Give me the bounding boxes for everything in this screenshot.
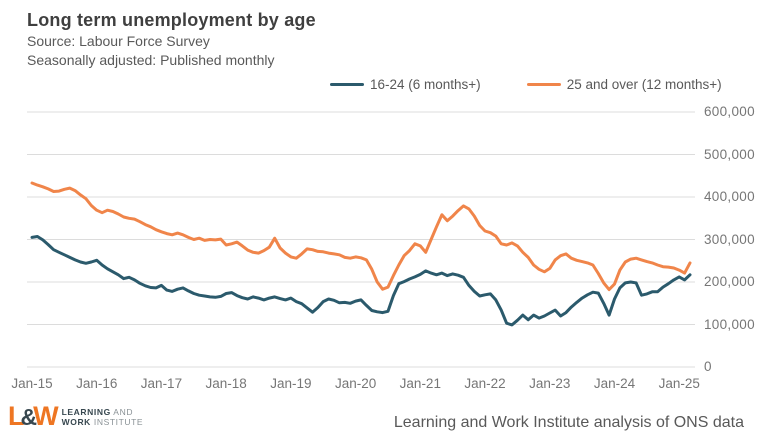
chart-note-text: Seasonally adjusted: Published monthly bbox=[27, 52, 275, 68]
y-tick-label: 400,000 bbox=[704, 189, 755, 204]
y-tick-label: 500,000 bbox=[704, 146, 755, 162]
y-tick-label: 300,000 bbox=[704, 231, 755, 247]
x-tick-label: Jan-23 bbox=[529, 376, 571, 391]
y-tick-label: 100,000 bbox=[704, 316, 755, 332]
legend-label-25-over: 25 and over (12 months+) bbox=[566, 77, 722, 92]
y-tick-label: 600,000 bbox=[704, 104, 755, 119]
x-tick-label: Jan-22 bbox=[464, 376, 506, 391]
legend-label-16-24: 16-24 (6 months+) bbox=[370, 77, 481, 92]
x-tick-label: Jan-17 bbox=[140, 376, 183, 391]
y-tick-label: 0 bbox=[704, 359, 712, 374]
x-tick-label: Jan-15 bbox=[11, 376, 53, 391]
legend-item-25-over: 25 and over (12 months+) bbox=[526, 77, 722, 92]
y-tick-label: 200,000 bbox=[704, 274, 755, 289]
page-title: Long term unemployment by age bbox=[27, 10, 316, 30]
lw-logo-line2: WORK INSTITUTE bbox=[61, 417, 144, 427]
x-tick-label: Jan-16 bbox=[76, 376, 118, 391]
legend-swatch-16-24 bbox=[330, 83, 364, 86]
series-line-25-over bbox=[30, 181, 692, 292]
legend-item-16-24: 16-24 (6 months+) bbox=[330, 77, 481, 92]
x-tick-label: Jan-20 bbox=[334, 376, 377, 391]
lw-logo-line1: LEARNING AND bbox=[61, 406, 134, 417]
legend-swatch-25-over bbox=[526, 83, 561, 86]
x-tick-label: Jan-25 bbox=[658, 376, 700, 391]
lw-institute-logo: L&W LEARNING AND WORK INSTITUTE bbox=[8, 403, 143, 431]
chart-source-text: Source: Labour Force Survey bbox=[27, 33, 210, 49]
x-tick-label: Jan-19 bbox=[270, 376, 312, 391]
x-tick-label: Jan-21 bbox=[399, 376, 441, 391]
series-line-16-24 bbox=[30, 235, 692, 327]
chart-legend: 16-24 (6 months+) 25 and over (12 months… bbox=[330, 77, 722, 92]
lw-logo-mark: L&W bbox=[8, 401, 59, 431]
analysis-credit-text: Learning and Work Institute analysis of … bbox=[393, 414, 744, 431]
x-tick-label: Jan-24 bbox=[593, 376, 636, 391]
x-tick-label: Jan-18 bbox=[205, 376, 247, 391]
lw-logo-text: LEARNING AND WORK INSTITUTE bbox=[62, 407, 144, 428]
